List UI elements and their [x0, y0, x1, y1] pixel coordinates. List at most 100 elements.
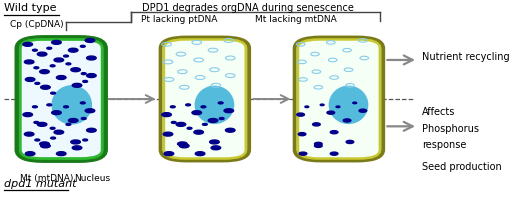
Circle shape [63, 55, 69, 57]
Circle shape [353, 102, 357, 104]
Text: Cp (CpDNA): Cp (CpDNA) [10, 20, 63, 29]
Circle shape [305, 106, 309, 108]
Circle shape [336, 106, 340, 108]
Text: DPD1 degrades orgDNA during senescence: DPD1 degrades orgDNA during senescence [142, 3, 354, 13]
Circle shape [66, 63, 71, 65]
Circle shape [51, 40, 61, 44]
Circle shape [50, 65, 55, 67]
Circle shape [208, 119, 218, 122]
Text: Nutrient recycling: Nutrient recycling [422, 52, 510, 62]
Circle shape [25, 78, 35, 81]
Circle shape [71, 140, 81, 144]
Ellipse shape [196, 86, 233, 123]
Circle shape [57, 152, 66, 156]
FancyBboxPatch shape [161, 37, 249, 161]
Circle shape [83, 139, 87, 141]
Circle shape [33, 106, 37, 108]
Circle shape [23, 42, 33, 46]
Circle shape [41, 85, 50, 89]
Text: dpd1 mutant: dpd1 mutant [4, 179, 76, 189]
Text: Pt lacking ptDNA: Pt lacking ptDNA [141, 15, 217, 24]
Circle shape [47, 47, 51, 49]
Circle shape [172, 121, 176, 123]
Circle shape [54, 58, 63, 62]
Circle shape [315, 144, 322, 148]
Circle shape [23, 113, 33, 117]
Circle shape [87, 74, 96, 78]
Circle shape [330, 152, 338, 155]
Text: Affects: Affects [422, 107, 455, 117]
Circle shape [57, 76, 66, 79]
Circle shape [24, 60, 34, 64]
Circle shape [40, 70, 49, 74]
Circle shape [35, 82, 40, 84]
Circle shape [211, 146, 220, 150]
Circle shape [162, 113, 172, 117]
Circle shape [41, 144, 50, 148]
Circle shape [81, 118, 86, 120]
Circle shape [63, 106, 69, 108]
Circle shape [66, 123, 71, 125]
Text: Mt (mtDNA): Mt (mtDNA) [20, 174, 73, 183]
Circle shape [25, 152, 35, 156]
Circle shape [179, 144, 189, 148]
Circle shape [37, 122, 47, 126]
Circle shape [81, 73, 86, 75]
FancyBboxPatch shape [17, 37, 106, 161]
Circle shape [34, 121, 38, 123]
Circle shape [51, 92, 56, 94]
Circle shape [69, 48, 78, 52]
Circle shape [202, 123, 207, 125]
Circle shape [85, 109, 95, 113]
Circle shape [187, 127, 192, 129]
Circle shape [299, 152, 307, 155]
Circle shape [343, 119, 351, 122]
Circle shape [297, 113, 304, 116]
Circle shape [315, 142, 322, 146]
Circle shape [40, 142, 49, 146]
Circle shape [210, 140, 219, 144]
Circle shape [196, 152, 205, 156]
Circle shape [224, 109, 233, 113]
Text: Nucleus: Nucleus [74, 174, 110, 183]
Circle shape [330, 131, 338, 134]
Circle shape [54, 130, 63, 134]
Circle shape [192, 111, 202, 115]
Circle shape [176, 122, 186, 126]
Circle shape [69, 119, 78, 122]
Text: Mt lacking mtDNA: Mt lacking mtDNA [255, 15, 337, 24]
Text: Phosphorus: Phosphorus [422, 124, 479, 134]
Circle shape [81, 45, 85, 47]
Ellipse shape [329, 86, 368, 123]
Circle shape [35, 139, 40, 141]
Circle shape [34, 67, 38, 69]
Text: Wild type: Wild type [4, 3, 56, 13]
FancyBboxPatch shape [295, 37, 383, 161]
Circle shape [37, 52, 47, 56]
Circle shape [51, 137, 56, 139]
Circle shape [171, 106, 175, 108]
Text: Seed production: Seed production [422, 162, 501, 172]
Circle shape [177, 142, 187, 146]
Circle shape [186, 104, 190, 106]
Circle shape [24, 132, 34, 136]
Circle shape [71, 68, 81, 72]
Circle shape [50, 127, 55, 129]
Circle shape [47, 104, 51, 106]
Circle shape [219, 118, 224, 120]
Circle shape [327, 111, 334, 114]
Circle shape [218, 102, 223, 104]
Circle shape [87, 128, 96, 132]
Circle shape [359, 109, 367, 112]
Circle shape [72, 146, 82, 150]
Circle shape [164, 152, 174, 156]
Circle shape [226, 128, 235, 132]
Circle shape [313, 123, 320, 126]
Circle shape [346, 140, 354, 144]
Ellipse shape [52, 86, 92, 124]
Circle shape [87, 56, 96, 60]
Circle shape [33, 49, 37, 51]
Circle shape [298, 133, 306, 136]
Circle shape [163, 132, 173, 136]
Circle shape [85, 38, 95, 42]
